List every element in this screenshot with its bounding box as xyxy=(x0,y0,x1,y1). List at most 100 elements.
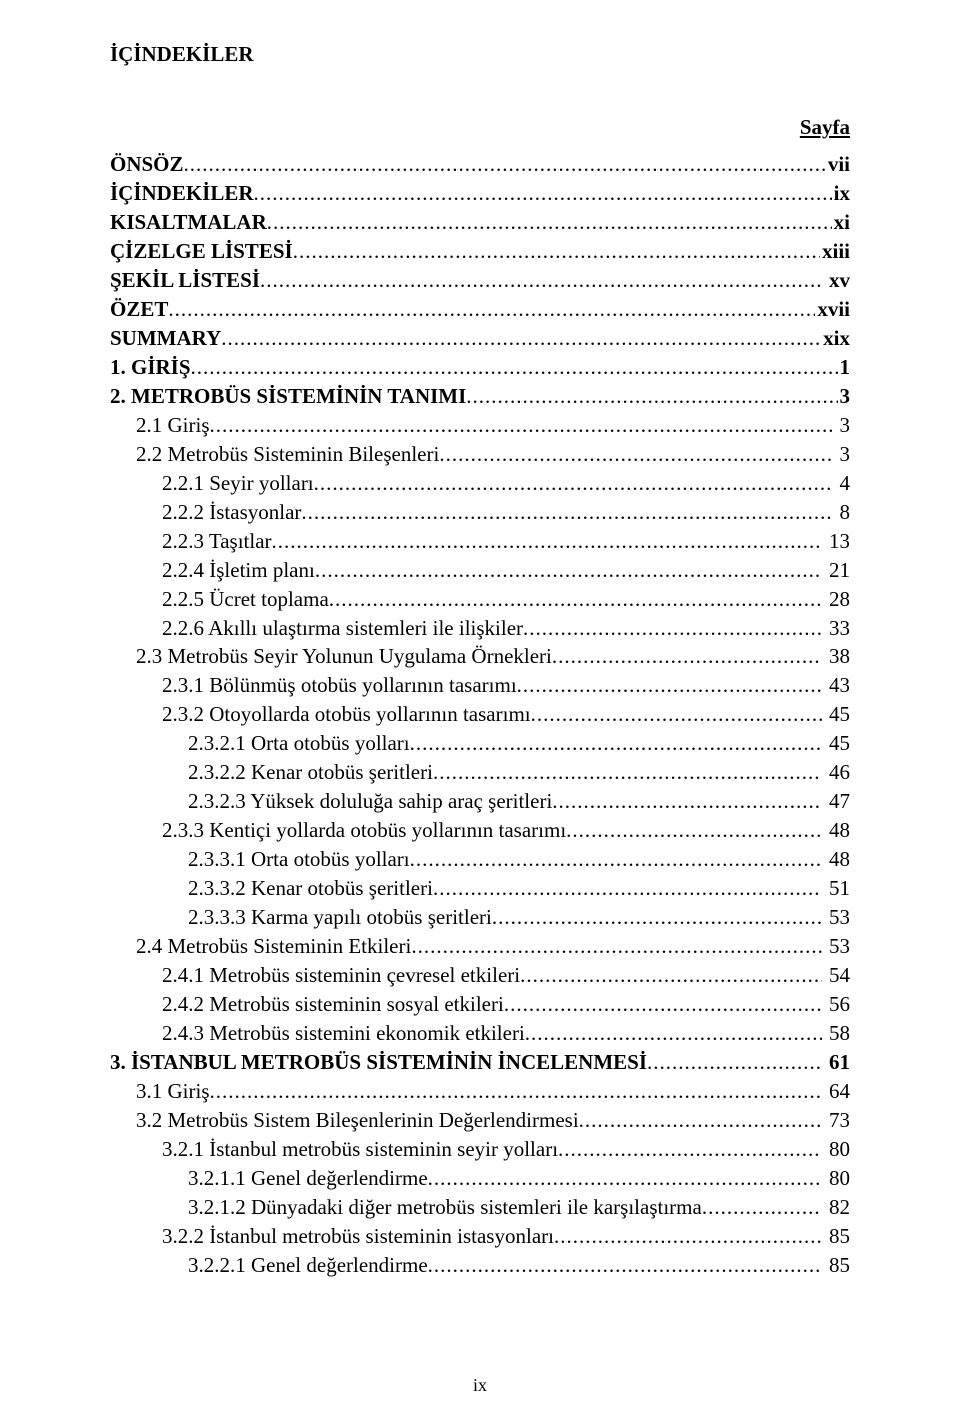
toc-entry-page: 3 xyxy=(832,440,850,469)
toc-leader-dots xyxy=(504,990,822,1019)
toc-leader-dots xyxy=(525,1019,822,1048)
toc-leader-dots xyxy=(558,1135,822,1164)
toc-entry-label: 2. METROBÜS SİSTEMİNİN TANIMI xyxy=(110,382,466,411)
toc-leader-dots xyxy=(272,527,822,556)
toc-row: 2.2 Metrobüs Sisteminin Bileşenleri 3 xyxy=(110,440,850,469)
toc-row: 3.1 Giriş 64 xyxy=(110,1077,850,1106)
toc-entry-label: 2.2 Metrobüs Sisteminin Bileşenleri xyxy=(110,440,439,469)
toc-leader-dots xyxy=(566,816,822,845)
toc-entry-label: ÖZET xyxy=(110,295,168,324)
toc-entry-label: KISALTMALAR xyxy=(110,208,267,237)
toc-entry-label: 2.4 Metrobüs Sisteminin Etkileri xyxy=(110,932,411,961)
toc-entry-page: 43 xyxy=(822,671,850,700)
toc-leader-dots xyxy=(314,469,833,498)
toc-row: 2.3.2.3 Yüksek doluluğa sahip araç şerit… xyxy=(110,787,850,816)
toc-row: 3.2.1.2 Dünyadaki diğer metrobüs sisteml… xyxy=(110,1193,850,1222)
toc-entry-page: xv xyxy=(822,266,850,295)
toc-entry-page: 54 xyxy=(822,961,850,990)
toc-entry-label: SUMMARY xyxy=(110,324,221,353)
toc-entry-page: xi xyxy=(832,208,850,237)
toc-entry-label: 2.4.2 Metrobüs sisteminin sosyal etkiler… xyxy=(110,990,504,1019)
toc-entry-label: İÇİNDEKİLER xyxy=(110,179,254,208)
toc-entry-label: 3. İSTANBUL METROBÜS SİSTEMİNİN İNCELENM… xyxy=(110,1048,647,1077)
toc-leader-dots xyxy=(554,1222,822,1251)
toc-entry-page: 47 xyxy=(822,787,850,816)
toc-entry-label: 2.3.2.3 Yüksek doluluğa sahip araç şerit… xyxy=(110,787,552,816)
toc-leader-dots xyxy=(210,1077,822,1106)
toc-entry-label: 3.2 Metrobüs Sistem Bileşenlerinin Değer… xyxy=(110,1106,579,1135)
toc-entry-page: 3 xyxy=(832,411,850,440)
toc-row: ÇİZELGE LİSTESİxiii xyxy=(110,237,850,266)
toc-row: 2.4.3 Metrobüs sistemini ekonomik etkile… xyxy=(110,1019,850,1048)
toc-entry-label: 3.2.1.2 Dünyadaki diğer metrobüs sisteml… xyxy=(110,1193,702,1222)
toc-entry-label: 3.2.1.1 Genel değerlendirme xyxy=(110,1164,428,1193)
toc-row: 3.2.2.1 Genel değerlendirme 85 xyxy=(110,1251,850,1280)
toc-leader-dots xyxy=(466,382,837,411)
toc-row: 2.3.3.1 Orta otobüs yolları 48 xyxy=(110,845,850,874)
toc-entry-label: ÇİZELGE LİSTESİ xyxy=(110,237,293,266)
toc-entry-page: 58 xyxy=(822,1019,850,1048)
toc-entry-page: xvii xyxy=(815,295,850,324)
toc-row: 2.3.2 Otoyollarda otobüs yollarının tasa… xyxy=(110,700,850,729)
toc-entry-label: 2.2.4 İşletim planı xyxy=(110,556,315,585)
toc-entry-page: 85 xyxy=(822,1222,850,1251)
toc-row: 2.3.1 Bölünmüş otobüs yollarının tasarım… xyxy=(110,671,850,700)
toc-entry-label: 2.3.2.2 Kenar otobüs şeritleri xyxy=(110,758,433,787)
toc-row: ÖZET xvii xyxy=(110,295,850,324)
toc-row: 3.2.1.1 Genel değerlendirme 80 xyxy=(110,1164,850,1193)
toc-leader-dots xyxy=(433,758,822,787)
toc-row: 2.3.3.3 Karma yapılı otobüs şeritleri 53 xyxy=(110,903,850,932)
toc-leader-dots xyxy=(579,1106,822,1135)
toc-entry-label: 2.3.1 Bölünmüş otobüs yollarının tasarım… xyxy=(110,671,517,700)
toc-leader-dots xyxy=(552,642,822,671)
toc-row: 2.4.2 Metrobüs sisteminin sosyal etkiler… xyxy=(110,990,850,1019)
document-title: İÇİNDEKİLER xyxy=(110,42,850,67)
toc-row: 2.2.1 Seyir yolları 4 xyxy=(110,469,850,498)
toc-entry-label: 3.2.2.1 Genel değerlendirme xyxy=(110,1251,428,1280)
toc-row: ŞEKİL LİSTESİ xv xyxy=(110,266,850,295)
toc-entry-label: 2.3.2.1 Orta otobüs yolları xyxy=(110,729,410,758)
toc-entry-page: 48 xyxy=(822,816,850,845)
toc-entry-label: 2.3.2 Otoyollarda otobüs yollarının tasa… xyxy=(110,700,531,729)
toc-entry-page: 51 xyxy=(822,874,850,903)
toc-leader-dots xyxy=(520,961,822,990)
toc-entry-label: 1. GİRİŞ xyxy=(110,353,191,382)
toc-entry-page: 61 xyxy=(822,1048,850,1077)
toc-entry-page: 45 xyxy=(822,700,850,729)
toc-row: İÇİNDEKİLER ix xyxy=(110,179,850,208)
toc-leader-dots xyxy=(702,1193,822,1222)
toc-entry-page: 80 xyxy=(822,1164,850,1193)
toc-row: 2.2.4 İşletim planı 21 xyxy=(110,556,850,585)
toc-row: KISALTMALAR xi xyxy=(110,208,850,237)
toc-entry-page: 33 xyxy=(822,614,850,643)
toc-row: 1. GİRİŞ 1 xyxy=(110,353,850,382)
toc-entry-label: 2.3.3.1 Orta otobüs yolları xyxy=(110,845,410,874)
toc-entry-label: 2.3 Metrobüs Seyir Yolunun Uygulama Örne… xyxy=(110,642,552,671)
toc-entry-page: 28 xyxy=(822,585,850,614)
toc-entry-label: 2.3.3 Kentiçi yollarda otobüs yollarının… xyxy=(110,816,566,845)
toc-row: 2.3.3.2 Kenar otobüs şeritleri 51 xyxy=(110,874,850,903)
toc-leader-dots xyxy=(301,498,832,527)
toc-entry-page: 53 xyxy=(822,932,850,961)
toc-entry-page: 82 xyxy=(822,1193,850,1222)
toc-entry-label: 2.2.2 İstasyonlar xyxy=(110,498,301,527)
toc-entry-page: ix xyxy=(832,179,850,208)
toc-row: 3.2.2 İstanbul metrobüs sisteminin istas… xyxy=(110,1222,850,1251)
toc-entry-label: 2.4.1 Metrobüs sisteminin çevresel etkil… xyxy=(110,961,520,990)
toc-leader-dots xyxy=(221,324,821,353)
toc-entry-label: 2.1 Giriş xyxy=(110,411,210,440)
toc-entry-page: 53 xyxy=(822,903,850,932)
toc-entry-page: 73 xyxy=(822,1106,850,1135)
toc-entry-label: 2.2.1 Seyir yolları xyxy=(110,469,314,498)
toc-leader-dots xyxy=(531,700,822,729)
toc-row: 2.2.5 Ücret toplama 28 xyxy=(110,585,850,614)
toc-entry-page: 21 xyxy=(822,556,850,585)
toc-entry-label: 3.1 Giriş xyxy=(110,1077,210,1106)
toc-entry-page: 1 xyxy=(838,353,851,382)
toc-entry-label: 2.3.3.2 Kenar otobüs şeritleri xyxy=(110,874,433,903)
toc-leader-dots xyxy=(254,179,832,208)
toc-entry-label: 2.4.3 Metrobüs sistemini ekonomik etkile… xyxy=(110,1019,525,1048)
toc-entry-page: 38 xyxy=(822,642,850,671)
toc-leader-dots xyxy=(428,1251,822,1280)
toc-entry-page: 80 xyxy=(822,1135,850,1164)
